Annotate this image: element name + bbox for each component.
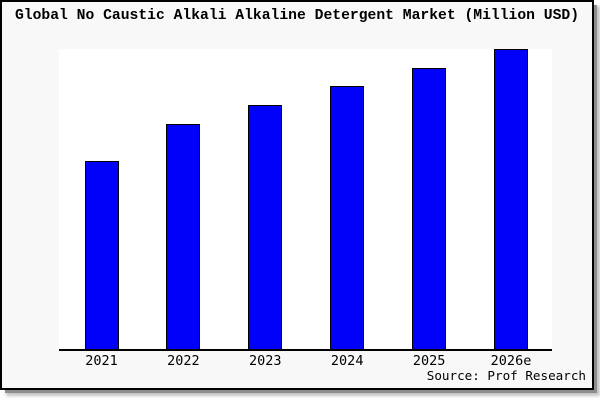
plot-area	[59, 49, 552, 351]
bar-2021	[84, 161, 119, 349]
x-tick-label-2024: 2024	[330, 353, 364, 369]
bar-2026e	[494, 49, 528, 349]
bar-2022	[166, 124, 201, 349]
x-tick-label-2025: 2025	[412, 353, 446, 369]
bar-2025	[412, 68, 447, 349]
source-attribution: Source: Prof Research	[426, 368, 586, 383]
bar-2023	[248, 105, 283, 349]
x-tick-label-2021: 2021	[85, 353, 118, 369]
chart-title: Global No Caustic Alkali Alkaline Deterg…	[14, 8, 580, 24]
x-tick-label-2026e: 2026e	[490, 353, 532, 369]
x-axis-tick-labels: 2021 2022 2023 2024 2025 2026e	[59, 353, 552, 371]
x-tick-label-2023: 2023	[249, 353, 282, 369]
chart-frame: Global No Caustic Alkali Alkaline Deterg…	[0, 0, 594, 390]
x-tick-label-2022: 2022	[167, 353, 200, 369]
bar-2024	[330, 86, 365, 349]
